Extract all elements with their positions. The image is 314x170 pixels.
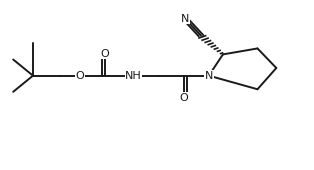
Text: O: O bbox=[101, 49, 110, 58]
Text: NH: NH bbox=[125, 71, 142, 81]
Text: N: N bbox=[181, 14, 189, 24]
Text: O: O bbox=[76, 71, 84, 81]
Text: O: O bbox=[179, 93, 188, 103]
Text: N: N bbox=[205, 71, 213, 81]
